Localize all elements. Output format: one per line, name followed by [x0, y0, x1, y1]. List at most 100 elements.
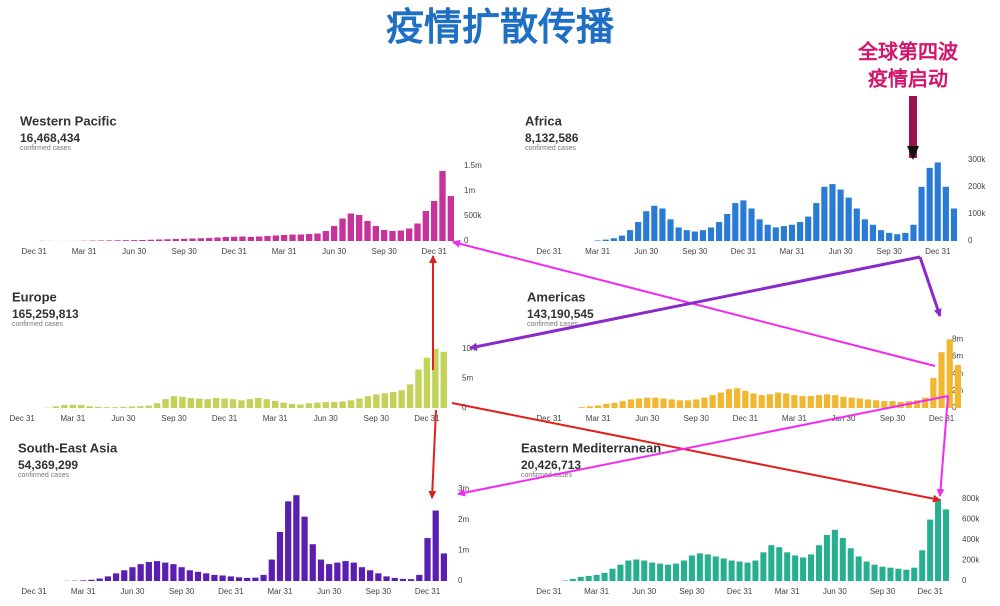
- region-title: Europe: [12, 289, 57, 304]
- bar: [586, 406, 594, 408]
- x-tick-label: Mar 31: [584, 587, 609, 596]
- bar: [701, 397, 708, 408]
- x-tick-label: Dec 31: [536, 587, 562, 596]
- bar: [603, 403, 610, 408]
- bar: [422, 211, 429, 241]
- bar: [156, 239, 163, 241]
- bar: [610, 238, 617, 241]
- bar: [950, 208, 958, 241]
- bar: [364, 396, 372, 408]
- bar: [594, 240, 601, 241]
- bar: [668, 399, 675, 408]
- bar: [247, 237, 254, 241]
- bar: [131, 240, 138, 241]
- bar: [561, 580, 568, 581]
- bar: [659, 208, 666, 241]
- total-cases: 165,259,813: [12, 307, 79, 321]
- bar: [196, 398, 203, 408]
- bar: [641, 560, 648, 581]
- x-tick-label: Mar 31: [780, 247, 805, 256]
- x-tick-label: Dec 31: [917, 587, 943, 596]
- bar: [187, 397, 195, 408]
- bar: [229, 399, 237, 408]
- bar: [667, 219, 674, 241]
- bar: [219, 575, 226, 581]
- y-tick-label: 200k: [968, 182, 986, 191]
- bar: [162, 562, 169, 581]
- bar: [164, 239, 171, 241]
- bar: [736, 561, 743, 581]
- bar: [772, 227, 779, 241]
- x-tick-label: Mar 31: [775, 587, 800, 596]
- x-tick-label: Jun 30: [632, 587, 657, 596]
- bar: [752, 560, 759, 581]
- arrows: [428, 96, 949, 503]
- bar: [204, 399, 211, 408]
- bar: [137, 406, 144, 408]
- bar: [350, 562, 357, 581]
- bar: [734, 388, 741, 408]
- bar: [853, 208, 860, 241]
- bar: [626, 230, 634, 241]
- bar: [432, 348, 439, 408]
- arrow: [469, 255, 921, 351]
- bar: [943, 509, 950, 581]
- bar: [716, 222, 723, 241]
- bar: [837, 189, 844, 241]
- bar: [704, 554, 711, 581]
- x-tick-label: Sep 30: [366, 587, 392, 596]
- bar: [938, 352, 945, 408]
- bar: [845, 197, 852, 241]
- bar: [748, 208, 755, 241]
- bar: [314, 233, 321, 241]
- x-tick-label: Sep 30: [682, 247, 708, 256]
- bar: [839, 538, 846, 581]
- bar: [367, 570, 374, 581]
- y-tick-label: 1m: [458, 545, 469, 554]
- bar: [720, 558, 727, 581]
- bar: [416, 574, 423, 581]
- arrow: [457, 395, 949, 497]
- bar: [609, 568, 616, 581]
- bar: [732, 203, 739, 241]
- bar: [903, 569, 910, 581]
- y-tick-label: 0: [462, 403, 467, 412]
- bar: [774, 392, 782, 408]
- x-tick-label: Jun 30: [823, 587, 848, 596]
- y-tick-label: 0: [952, 403, 957, 412]
- x-tick-label: Jun 30: [120, 587, 145, 596]
- y-tick-label: 400k: [962, 535, 980, 544]
- x-tick-label: Dec 31: [731, 247, 757, 256]
- bar: [397, 230, 404, 241]
- x-tick-label: Dec 31: [21, 587, 47, 596]
- bar: [78, 405, 85, 408]
- bar: [688, 555, 695, 581]
- x-tick-label: Jun 30: [314, 414, 339, 423]
- x-tick-label: Sep 30: [684, 414, 710, 423]
- bar: [145, 405, 152, 408]
- bar: [309, 544, 316, 581]
- bar: [889, 401, 896, 408]
- x-tick-label: Dec 31: [929, 414, 955, 423]
- bar: [111, 407, 119, 408]
- bar: [895, 568, 902, 581]
- bar: [129, 567, 136, 581]
- bar: [447, 196, 454, 241]
- bar: [675, 227, 682, 241]
- total-cases: 8,132,586: [525, 131, 579, 145]
- x-tick-label: Dec 31: [925, 247, 951, 256]
- bar: [784, 552, 791, 581]
- bar: [760, 552, 767, 581]
- bar: [104, 576, 111, 581]
- bar: [52, 406, 60, 408]
- bar: [322, 231, 329, 241]
- bar: [272, 235, 279, 241]
- bar: [96, 578, 103, 581]
- bar: [693, 399, 700, 408]
- bar: [602, 239, 609, 241]
- bar: [381, 230, 388, 241]
- bar: [652, 397, 659, 408]
- x-tick-label: Mar 31: [268, 587, 293, 596]
- bar: [766, 394, 773, 408]
- bar: [120, 406, 127, 408]
